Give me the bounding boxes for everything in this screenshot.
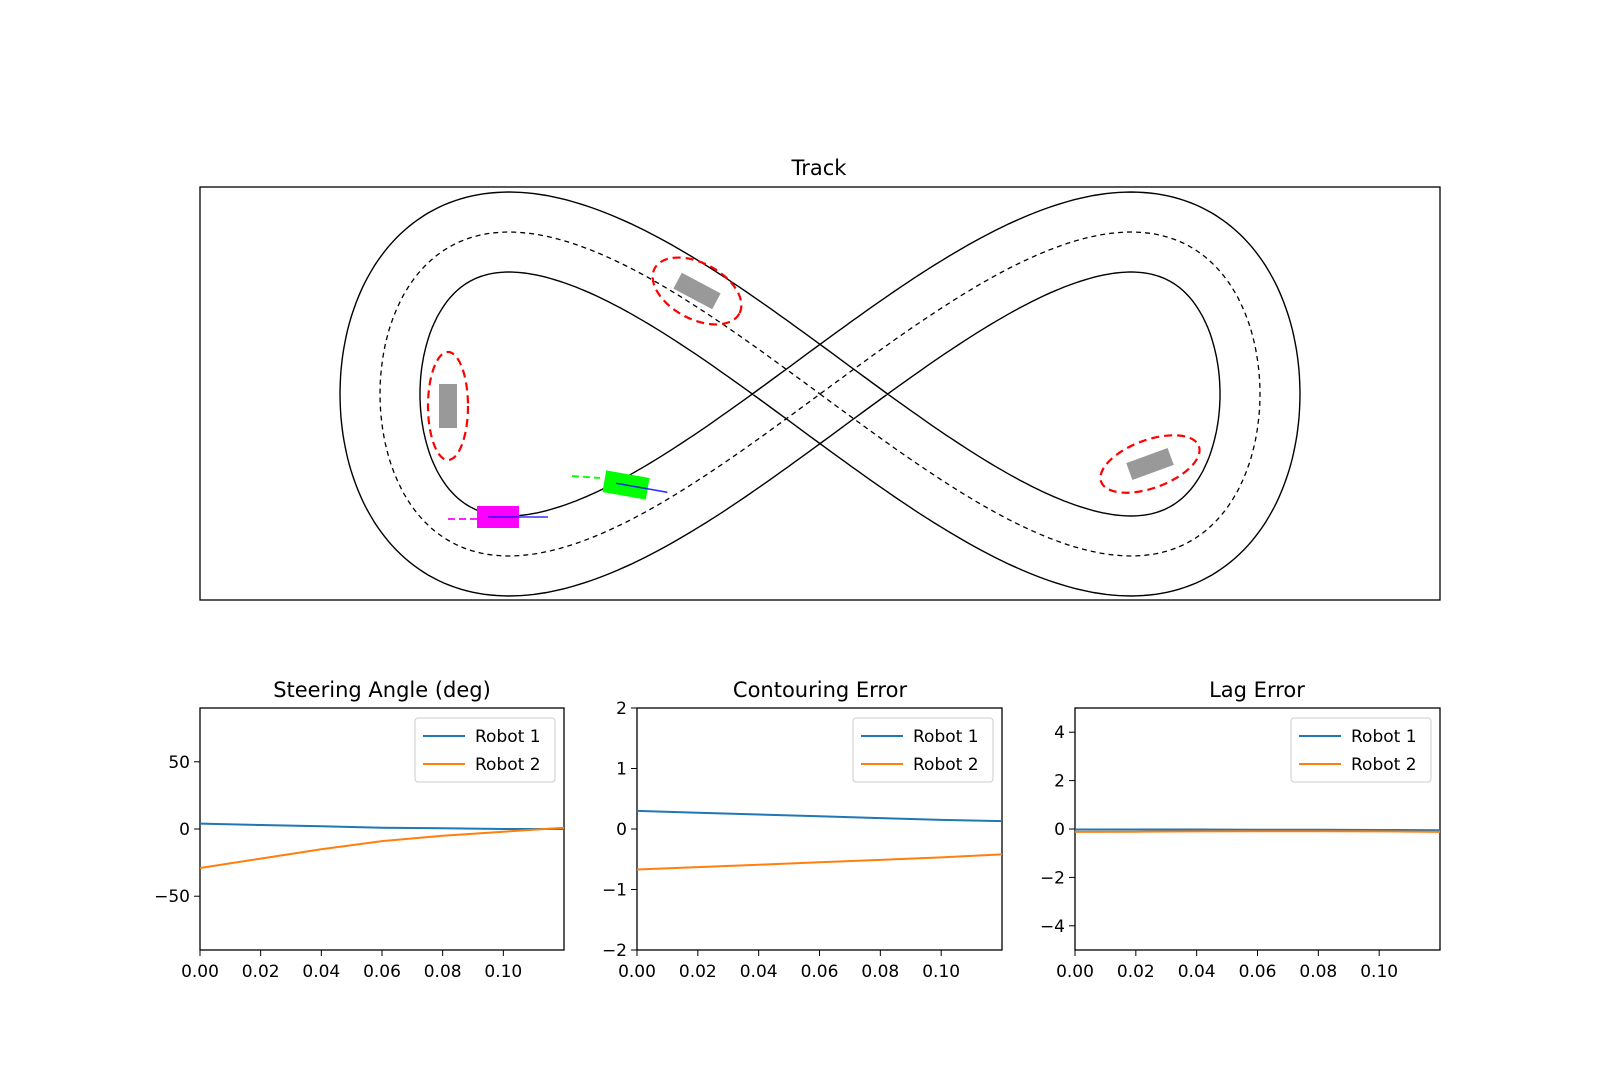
obstacle-vehicle <box>673 272 721 310</box>
y-tick-label: 2 <box>616 699 627 719</box>
x-tick-label: 0.04 <box>740 962 778 982</box>
y-tick-label: 0 <box>616 820 627 840</box>
x-tick-label: 0.08 <box>424 962 462 982</box>
x-tick-label: 0.00 <box>1056 962 1094 982</box>
steering-angle-panel: Steering Angle (deg) 0.00 0.02 0.04 0.06 0.0… <box>154 678 565 982</box>
robot-1-trail <box>571 475 601 479</box>
contouring-error-panel: Contouring Error 0.00 0.02 0.04 0.06 0.08 0.1… <box>602 678 1003 982</box>
y-tick-label: 4 <box>1054 723 1065 743</box>
safety-ellipse <box>1099 434 1201 494</box>
x-tick-label: 0.02 <box>242 962 280 982</box>
y-tick-label: −2 <box>602 941 627 961</box>
x-tick-label: 0.06 <box>801 962 839 982</box>
x-tick-label: 0.10 <box>1360 962 1398 982</box>
lag-error-panel: Lag Error 0.00 0.02 0.04 0.06 0.08 0.10 4 2 0 −2 −… <box>1040 678 1441 982</box>
x-tick-label: 0.00 <box>181 962 219 982</box>
track-axes-frame <box>199 186 1441 601</box>
series-line-robot-1 <box>1075 828 1441 832</box>
series-line-robot-1 <box>636 809 1003 823</box>
safety-ellipse <box>651 256 743 326</box>
obstacle-2 <box>426 350 470 462</box>
lag-error-title: Lag Error <box>1209 678 1305 702</box>
lag-error-legend: Robot 1 Robot 2 <box>1290 717 1432 783</box>
track-panel: Track <box>199 156 1441 601</box>
obstacle-vehicle <box>439 384 457 428</box>
y-tick-label: −50 <box>154 887 190 907</box>
x-tick-label: 0.06 <box>1239 962 1277 982</box>
obstacle-vehicle <box>1126 448 1174 480</box>
y-tick-label: 0 <box>179 820 190 840</box>
obstacle-1 <box>651 256 743 326</box>
y-tick-label: −1 <box>602 881 627 901</box>
legend-label-robot-1: Robot 1 <box>475 727 541 747</box>
x-tick-label: 0.10 <box>484 962 522 982</box>
series-line-robot-2 <box>199 826 565 869</box>
x-tick-label: 0.10 <box>922 962 960 982</box>
robot-2 <box>477 506 548 528</box>
obstacle-3 <box>1099 434 1201 494</box>
legend-label-robot-2: Robot 2 <box>913 755 979 775</box>
legend-box <box>1290 717 1432 783</box>
series-line-robot-2 <box>636 853 1003 871</box>
legend-label-robot-2: Robot 2 <box>475 755 541 775</box>
y-tick-label: 50 <box>168 753 190 773</box>
series-line-robot-2 <box>1074 830 1441 833</box>
x-tick-label: 0.02 <box>1117 962 1155 982</box>
y-tick-label: −4 <box>1040 917 1065 937</box>
track-outer-edge <box>339 191 1221 597</box>
track-drawing <box>339 191 1301 597</box>
series-line-robot-1 <box>199 822 564 830</box>
y-tick-label: 1 <box>616 760 627 780</box>
x-tick-label: 0.04 <box>302 962 340 982</box>
y-tick-label: 2 <box>1054 772 1065 792</box>
x-tick-label: 0.04 <box>1178 962 1216 982</box>
x-tick-label: 0.00 <box>618 962 656 982</box>
x-tick-label: 0.08 <box>1299 962 1337 982</box>
legend-box <box>852 717 994 783</box>
safety-ellipse <box>426 350 470 462</box>
legend-label-robot-2: Robot 2 <box>1351 755 1417 775</box>
x-tick-label: 0.06 <box>363 962 401 982</box>
robot-1 <box>602 470 668 500</box>
contouring-error-legend: Robot 1 Robot 2 <box>852 717 994 783</box>
y-tick-label: −2 <box>1040 868 1065 888</box>
robot-1-prediction <box>616 482 668 494</box>
x-tick-label: 0.02 <box>679 962 717 982</box>
legend-label-robot-1: Robot 1 <box>913 727 979 747</box>
legend-box <box>414 717 556 783</box>
track-title: Track <box>791 156 848 180</box>
track-centerline <box>379 231 1261 557</box>
steering-angle-legend: Robot 1 Robot 2 <box>414 717 556 783</box>
contouring-error-title: Contouring Error <box>733 678 908 702</box>
x-tick-label: 0.08 <box>861 962 899 982</box>
y-tick-label: 0 <box>1054 820 1065 840</box>
track-inner-edge <box>419 191 1301 597</box>
steering-angle-title: Steering Angle (deg) <box>273 678 491 702</box>
legend-label-robot-1: Robot 1 <box>1351 727 1417 747</box>
